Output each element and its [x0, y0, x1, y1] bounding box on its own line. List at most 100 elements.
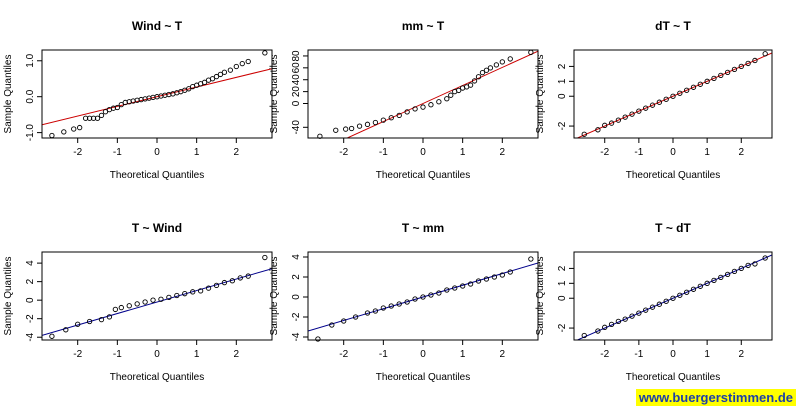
data-point — [404, 109, 410, 115]
data-point — [245, 58, 251, 65]
x-tick-label: -2 — [73, 349, 82, 360]
data-point — [112, 306, 119, 313]
data-point — [507, 56, 513, 62]
data-point — [380, 117, 386, 123]
data-point — [118, 304, 124, 311]
data-point — [684, 289, 690, 295]
data-point — [745, 262, 751, 269]
x-tick-label: 2 — [234, 147, 240, 158]
data-point — [262, 254, 268, 261]
data-point — [724, 271, 731, 278]
data-point — [166, 294, 172, 301]
data-point — [491, 274, 498, 280]
data-point — [227, 67, 234, 73]
data-point — [622, 316, 628, 322]
panel-title: mm ~ T — [402, 19, 445, 33]
x-axis-label: Theoretical Quantiles — [110, 170, 205, 181]
data-point — [448, 92, 454, 98]
plot-frame — [41, 251, 273, 341]
data-point — [174, 292, 180, 299]
qq-panel-6: T ~ dT -2 -1 0 1 2 -2 0 1 2 Theoretical Quantiles S… — [535, 221, 773, 383]
data-point — [595, 127, 601, 133]
data-point — [731, 66, 738, 73]
y-tick-label: 4 — [25, 260, 36, 266]
data-point — [201, 79, 208, 85]
data-point — [233, 63, 239, 70]
plot-frame — [307, 251, 539, 341]
data-point — [341, 318, 347, 324]
data-point — [221, 279, 228, 286]
data-point — [49, 333, 55, 339]
data-point — [213, 282, 220, 288]
data-point — [670, 93, 676, 99]
y-tick-label: 2 — [291, 274, 302, 280]
data-point — [483, 276, 490, 282]
y-axis-label: Sample Quantiles — [269, 55, 280, 134]
data-point — [704, 280, 710, 286]
data-point — [663, 298, 669, 304]
data-point — [471, 78, 478, 84]
y-tick-label: -1.0 — [25, 124, 36, 142]
data-point — [412, 296, 418, 302]
data-point — [114, 104, 120, 111]
x-axis-label: Theoretical Quantiles — [626, 170, 721, 181]
y-tick-label: 0.0 — [25, 89, 36, 103]
data-point — [649, 102, 656, 108]
data-point — [752, 261, 758, 267]
data-point — [444, 96, 450, 102]
data-point — [205, 285, 212, 291]
x-tick-label: -2 — [600, 147, 609, 158]
data-point — [75, 321, 81, 327]
reference-line — [308, 262, 538, 332]
y-tick-label: 0 — [291, 100, 302, 106]
data-point — [126, 303, 132, 309]
data-point — [213, 73, 220, 80]
data-point — [745, 60, 751, 67]
reference-line — [42, 268, 272, 336]
x-tick-label: -2 — [339, 349, 348, 360]
data-point — [364, 310, 371, 316]
data-point — [71, 126, 77, 132]
data-point — [315, 336, 321, 342]
data-point — [622, 114, 628, 120]
data-point — [602, 122, 608, 128]
y-tick-label: 60 — [291, 62, 302, 74]
panel-title: Wind ~ T — [132, 19, 183, 33]
data-point — [493, 62, 500, 68]
data-point — [142, 299, 148, 305]
x-tick-label: 1 — [194, 147, 200, 158]
y-tick-label: 0 — [557, 295, 568, 301]
data-point — [420, 104, 426, 110]
data-point — [98, 112, 105, 119]
data-point — [190, 289, 196, 295]
x-tick-label: 0 — [420, 147, 426, 158]
data-point — [77, 124, 83, 131]
data-point — [61, 129, 67, 135]
reference-line — [576, 254, 772, 340]
data-point — [467, 281, 474, 287]
watermark-banner: www.buergerstimmen.de — [635, 389, 796, 406]
x-tick-label: 2 — [500, 349, 506, 360]
data-point — [738, 63, 744, 70]
x-tick-label: -1 — [379, 349, 388, 360]
data-point — [636, 310, 642, 316]
data-point — [704, 78, 710, 84]
data-point — [221, 69, 228, 75]
qq-panel-3: dT ~ T -2 -1 0 1 2 -2 0 1 2 Theoretical Quantiles S… — [535, 19, 773, 181]
x-tick-label: -1 — [634, 349, 643, 360]
data-point — [118, 101, 124, 108]
data-point — [352, 314, 359, 320]
data-point — [98, 316, 105, 323]
data-point — [762, 255, 768, 261]
data-point — [245, 273, 251, 279]
data-point — [697, 81, 703, 87]
data-point — [499, 59, 505, 65]
x-tick-label: 0 — [154, 349, 160, 360]
data-point — [262, 50, 268, 56]
data-point — [94, 115, 101, 121]
data-point — [581, 332, 587, 339]
data-point — [404, 299, 410, 305]
data-point — [690, 286, 697, 292]
data-point — [718, 72, 724, 79]
